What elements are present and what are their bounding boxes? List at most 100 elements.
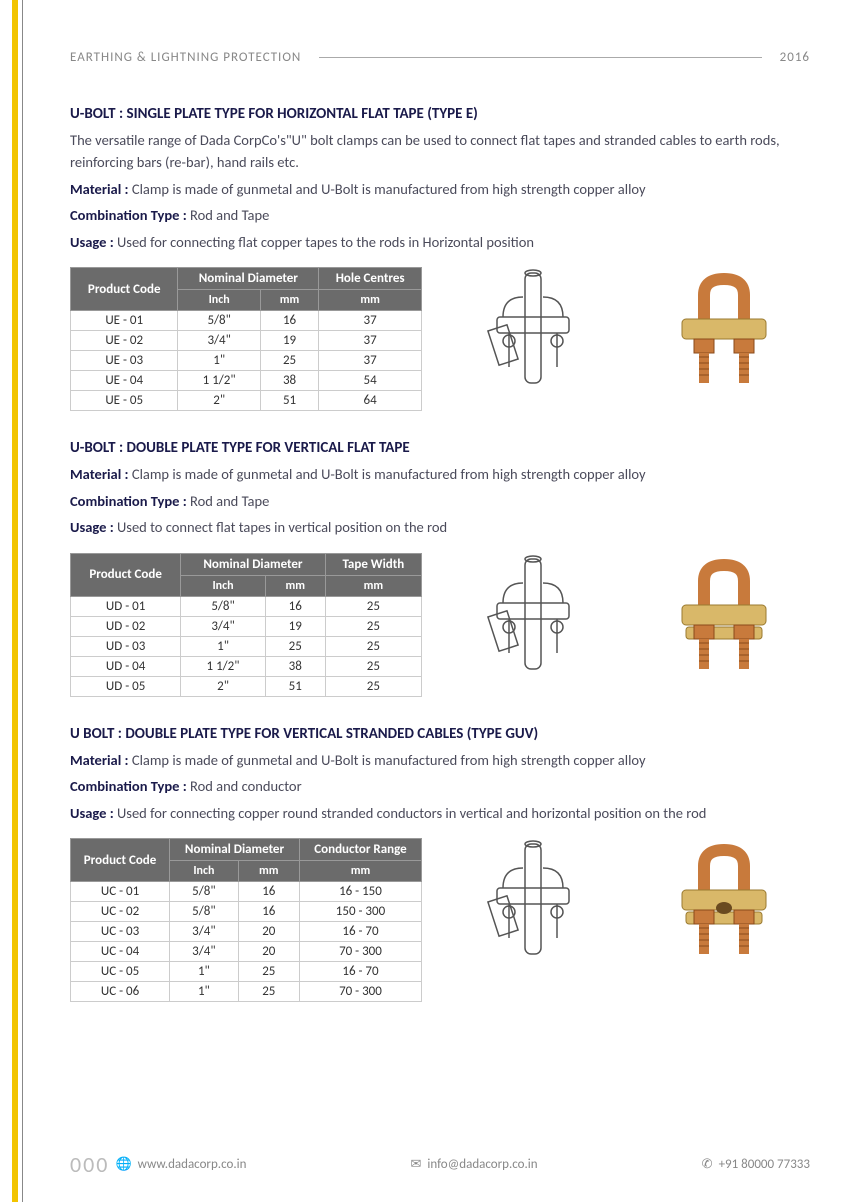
cell-code: UC - 06 xyxy=(71,982,170,1002)
cell-inch: 1" xyxy=(170,982,239,1002)
combo-line: Combination Type : Rod and Tape xyxy=(70,490,810,512)
cell-code: UC - 03 xyxy=(71,922,170,942)
ubolt-photo-icon xyxy=(654,267,794,397)
table-row: UC - 05 1" 25 16 - 70 xyxy=(71,962,422,982)
material-label: Material : xyxy=(70,465,132,483)
image-group xyxy=(446,267,810,397)
cell-extra: 37 xyxy=(319,331,422,351)
table-row: UD - 05 2" 51 25 xyxy=(71,676,422,696)
cell-inch: 5/8" xyxy=(170,902,239,922)
footer-phone: +91 80000 77333 xyxy=(719,1157,810,1172)
header-category: EARTHING & LIGHTNING PROTECTION xyxy=(70,50,301,65)
usage-line: Usage : Used to connect flat tapes in ve… xyxy=(70,516,810,538)
usage-line: Usage : Used for connecting flat copper … xyxy=(70,231,810,253)
table-row: UC - 01 5/8" 16 16 - 150 xyxy=(71,882,422,902)
usage-text: Used for connecting copper round strande… xyxy=(117,804,706,822)
combo-label: Combination Type : xyxy=(70,777,190,795)
table-row: UC - 03 3/4" 20 16 - 70 xyxy=(71,922,422,942)
th-mm: mm xyxy=(238,861,299,882)
footer-email: info@dadacorp.co.in xyxy=(427,1157,537,1172)
page-footer: 000 🌐 www.dadacorp.co.in ✉ info@dadacorp… xyxy=(70,1151,810,1178)
material-line: Material : Clamp is made of gunmetal and… xyxy=(70,178,810,200)
material-label: Material : xyxy=(70,180,132,198)
cell-mm: 20 xyxy=(238,942,299,962)
header-year: 2016 xyxy=(780,50,810,65)
cell-inch: 1" xyxy=(181,636,266,656)
section-title: U-BOLT : DOUBLE PLATE TYPE FOR VERTICAL … xyxy=(70,439,810,457)
th-extra-mm: mm xyxy=(319,290,422,311)
usage-line: Usage : Used for connecting copper round… xyxy=(70,802,810,824)
cell-inch: 1 1/2" xyxy=(178,371,260,391)
usage-text: Used to connect flat tapes in vertical p… xyxy=(117,518,447,536)
cell-extra: 37 xyxy=(319,351,422,371)
material-line: Material : Clamp is made of gunmetal and… xyxy=(70,749,810,771)
table-row: UD - 02 3/4" 19 25 xyxy=(71,616,422,636)
combo-label: Combination Type : xyxy=(70,492,190,510)
combo-label: Combination Type : xyxy=(70,206,190,224)
th-extra: Tape Width xyxy=(325,553,421,575)
ubolt-photo-icon xyxy=(654,838,794,968)
cell-mm: 25 xyxy=(238,962,299,982)
cell-inch: 5/8" xyxy=(170,882,239,902)
table-row: UD - 01 5/8" 16 25 xyxy=(71,596,422,616)
material-text: Clamp is made of gunmetal and U-Bolt is … xyxy=(132,751,646,769)
cell-mm: 51 xyxy=(260,391,318,411)
cell-inch: 3/4" xyxy=(170,922,239,942)
table-row: UC - 04 3/4" 20 70 - 300 xyxy=(71,942,422,962)
cell-inch: 1" xyxy=(170,962,239,982)
cell-extra: 25 xyxy=(325,616,421,636)
usage-text: Used for connecting flat copper tapes to… xyxy=(117,233,534,251)
th-extra-mm: mm xyxy=(325,575,421,596)
page: EARTHING & LIGHTNING PROTECTION 2016 U-B… xyxy=(0,0,850,1202)
th-nominal: Nominal Diameter xyxy=(170,839,300,861)
section-title: U-BOLT : SINGLE PLATE TYPE FOR HORIZONTA… xyxy=(70,105,810,123)
cell-mm: 19 xyxy=(260,331,318,351)
ubolt-diagram-icon xyxy=(463,838,603,968)
cell-mm: 25 xyxy=(238,982,299,1002)
cell-mm: 51 xyxy=(265,676,325,696)
table-row: UE - 05 2" 51 64 xyxy=(71,391,422,411)
combo-line: Combination Type : Rod and conductor xyxy=(70,775,810,797)
table-row: UC - 02 5/8" 16 150 - 300 xyxy=(71,902,422,922)
product-section: U-BOLT : DOUBLE PLATE TYPE FOR VERTICAL … xyxy=(70,439,810,696)
globe-icon: 🌐 xyxy=(115,1157,131,1172)
spec-table: Product Code Nominal Diameter Hole Centr… xyxy=(70,267,422,411)
cell-code: UE - 01 xyxy=(71,311,178,331)
cell-extra: 25 xyxy=(325,656,421,676)
th-nominal: Nominal Diameter xyxy=(181,553,325,575)
cell-extra: 25 xyxy=(325,676,421,696)
image-group xyxy=(446,838,810,968)
product-section: U BOLT : DOUBLE PLATE TYPE FOR VERTICAL … xyxy=(70,725,810,1002)
cell-inch: 5/8" xyxy=(181,596,266,616)
footer-web: www.dadacorp.co.in xyxy=(138,1157,247,1172)
table-row: UE - 04 1 1/2" 38 54 xyxy=(71,371,422,391)
cell-extra: 25 xyxy=(325,596,421,616)
page-number: 000 xyxy=(70,1151,109,1178)
cell-extra: 37 xyxy=(319,311,422,331)
table-row: UD - 04 1 1/2" 38 25 xyxy=(71,656,422,676)
th-mm: mm xyxy=(265,575,325,596)
combo-text: Rod and conductor xyxy=(190,777,302,795)
cell-mm: 19 xyxy=(265,616,325,636)
table-row: UD - 03 1" 25 25 xyxy=(71,636,422,656)
cell-extra: 25 xyxy=(325,636,421,656)
table-row: UE - 01 5/8" 16 37 xyxy=(71,311,422,331)
product-section: U-BOLT : SINGLE PLATE TYPE FOR HORIZONTA… xyxy=(70,105,810,411)
cell-code: UD - 02 xyxy=(71,616,181,636)
ubolt-diagram-icon xyxy=(463,267,603,397)
cell-code: UD - 05 xyxy=(71,676,181,696)
header-rule xyxy=(319,57,761,58)
cell-code: UE - 03 xyxy=(71,351,178,371)
cell-mm: 16 xyxy=(260,311,318,331)
combo-text: Rod and Tape xyxy=(190,206,269,224)
table-row: UE - 03 1" 25 37 xyxy=(71,351,422,371)
cell-extra: 150 - 300 xyxy=(299,902,421,922)
section-intro: The versatile range of Dada CorpCo's"U" … xyxy=(70,129,810,174)
cell-extra: 16 - 70 xyxy=(299,962,421,982)
ubolt-diagram-icon xyxy=(463,553,603,683)
cell-inch: 3/4" xyxy=(178,331,260,351)
cell-inch: 3/4" xyxy=(170,942,239,962)
cell-extra: 16 - 150 xyxy=(299,882,421,902)
cell-extra: 70 - 300 xyxy=(299,982,421,1002)
material-label: Material : xyxy=(70,751,132,769)
